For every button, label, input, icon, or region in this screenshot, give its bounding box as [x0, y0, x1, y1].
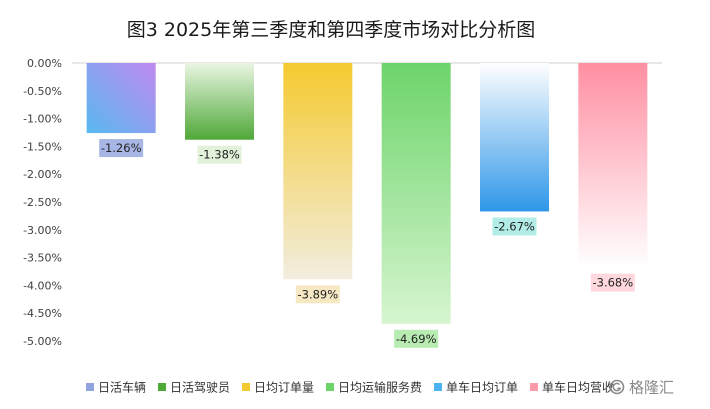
data-label-5: -2.67% — [492, 217, 537, 236]
data-label-text: -2.67% — [494, 219, 535, 233]
bar-6 — [578, 63, 648, 268]
y-tick-label: -5.00% — [23, 335, 62, 348]
data-label-box — [394, 329, 439, 348]
bar-2 — [185, 63, 254, 140]
data-label-3: -3.89% — [295, 285, 340, 304]
bar-5 — [480, 63, 549, 212]
data-label-text: -4.69% — [396, 332, 437, 346]
watermark: 格隆汇 — [609, 379, 674, 397]
data-label-box — [590, 273, 635, 292]
watermark-logo-icon — [609, 379, 625, 395]
y-tick-label: 0.00% — [27, 57, 62, 70]
legend-item-1: 日活车辆 — [86, 380, 146, 395]
legend-label: 单车日均订单 — [446, 380, 518, 395]
legend-swatch — [86, 383, 94, 391]
data-label-box — [295, 285, 340, 304]
data-label-1: -1.26% — [99, 139, 144, 158]
legend-label: 日活车辆 — [98, 380, 146, 395]
legend-swatch — [530, 383, 538, 391]
chart-title: 图3 2025年第三季度和第四季度市场对比分析图 — [127, 19, 535, 41]
watermark-text: 格隆汇 — [629, 379, 674, 397]
legend-swatch — [326, 383, 334, 391]
legend-item-6: 单车日均营收 — [530, 380, 614, 395]
y-tick-label: -2.00% — [23, 168, 62, 181]
legend-item-4: 日均运输服务费 — [326, 380, 422, 395]
data-label-text: -3.68% — [592, 276, 633, 290]
y-tick-label: -4.00% — [23, 279, 62, 292]
y-tick-label: -2.50% — [23, 196, 62, 209]
y-tick-label: -4.50% — [23, 307, 62, 320]
data-label-text: -1.26% — [101, 141, 142, 155]
bar-4 — [381, 63, 451, 324]
data-label-2: -1.38% — [197, 145, 242, 164]
legend-swatch — [434, 383, 442, 391]
legend-label: 日均运输服务费 — [338, 380, 422, 395]
legend-label: 日活驾驶员 — [170, 380, 230, 395]
legend-swatch — [158, 383, 166, 391]
data-labels-group: -1.26% -1.38% -3.89% -4.69% -2.67% -3.68% — [99, 139, 635, 348]
y-tick-label: -1.00% — [23, 113, 62, 126]
legend-swatch — [242, 383, 250, 391]
data-label-4: -4.69% — [394, 329, 439, 348]
y-axis: 0.00% -0.50% -1.00% -1.50% -2.00% -2.50% -3.00… — [23, 57, 62, 348]
y-tick-label: -1.50% — [23, 140, 62, 153]
bar-3 — [283, 63, 353, 280]
data-label-text: -3.89% — [297, 287, 338, 301]
data-label-text: -1.38% — [199, 148, 240, 162]
legend-item-3: 日均订单量 — [242, 381, 314, 395]
legend: 日活车辆 日活驾驶员 日均订单量 日均运输服务费 单车日均订单 单车日均营收 — [86, 380, 614, 395]
data-label-box — [99, 139, 144, 158]
bar-1 — [86, 63, 156, 134]
y-tick-label: -0.50% — [23, 85, 62, 98]
legend-item-2: 日活驾驶员 — [158, 380, 230, 395]
y-tick-label: -3.00% — [23, 224, 62, 237]
data-label-6: -3.68% — [590, 273, 635, 292]
legend-item-5: 单车日均订单 — [434, 380, 518, 395]
legend-label: 日均订单量 — [254, 381, 314, 395]
data-label-box — [492, 217, 537, 236]
bars-group — [86, 63, 648, 324]
data-label-box — [197, 145, 242, 164]
legend-label: 单车日均营收 — [542, 380, 614, 395]
y-tick-label: -3.50% — [23, 252, 62, 265]
